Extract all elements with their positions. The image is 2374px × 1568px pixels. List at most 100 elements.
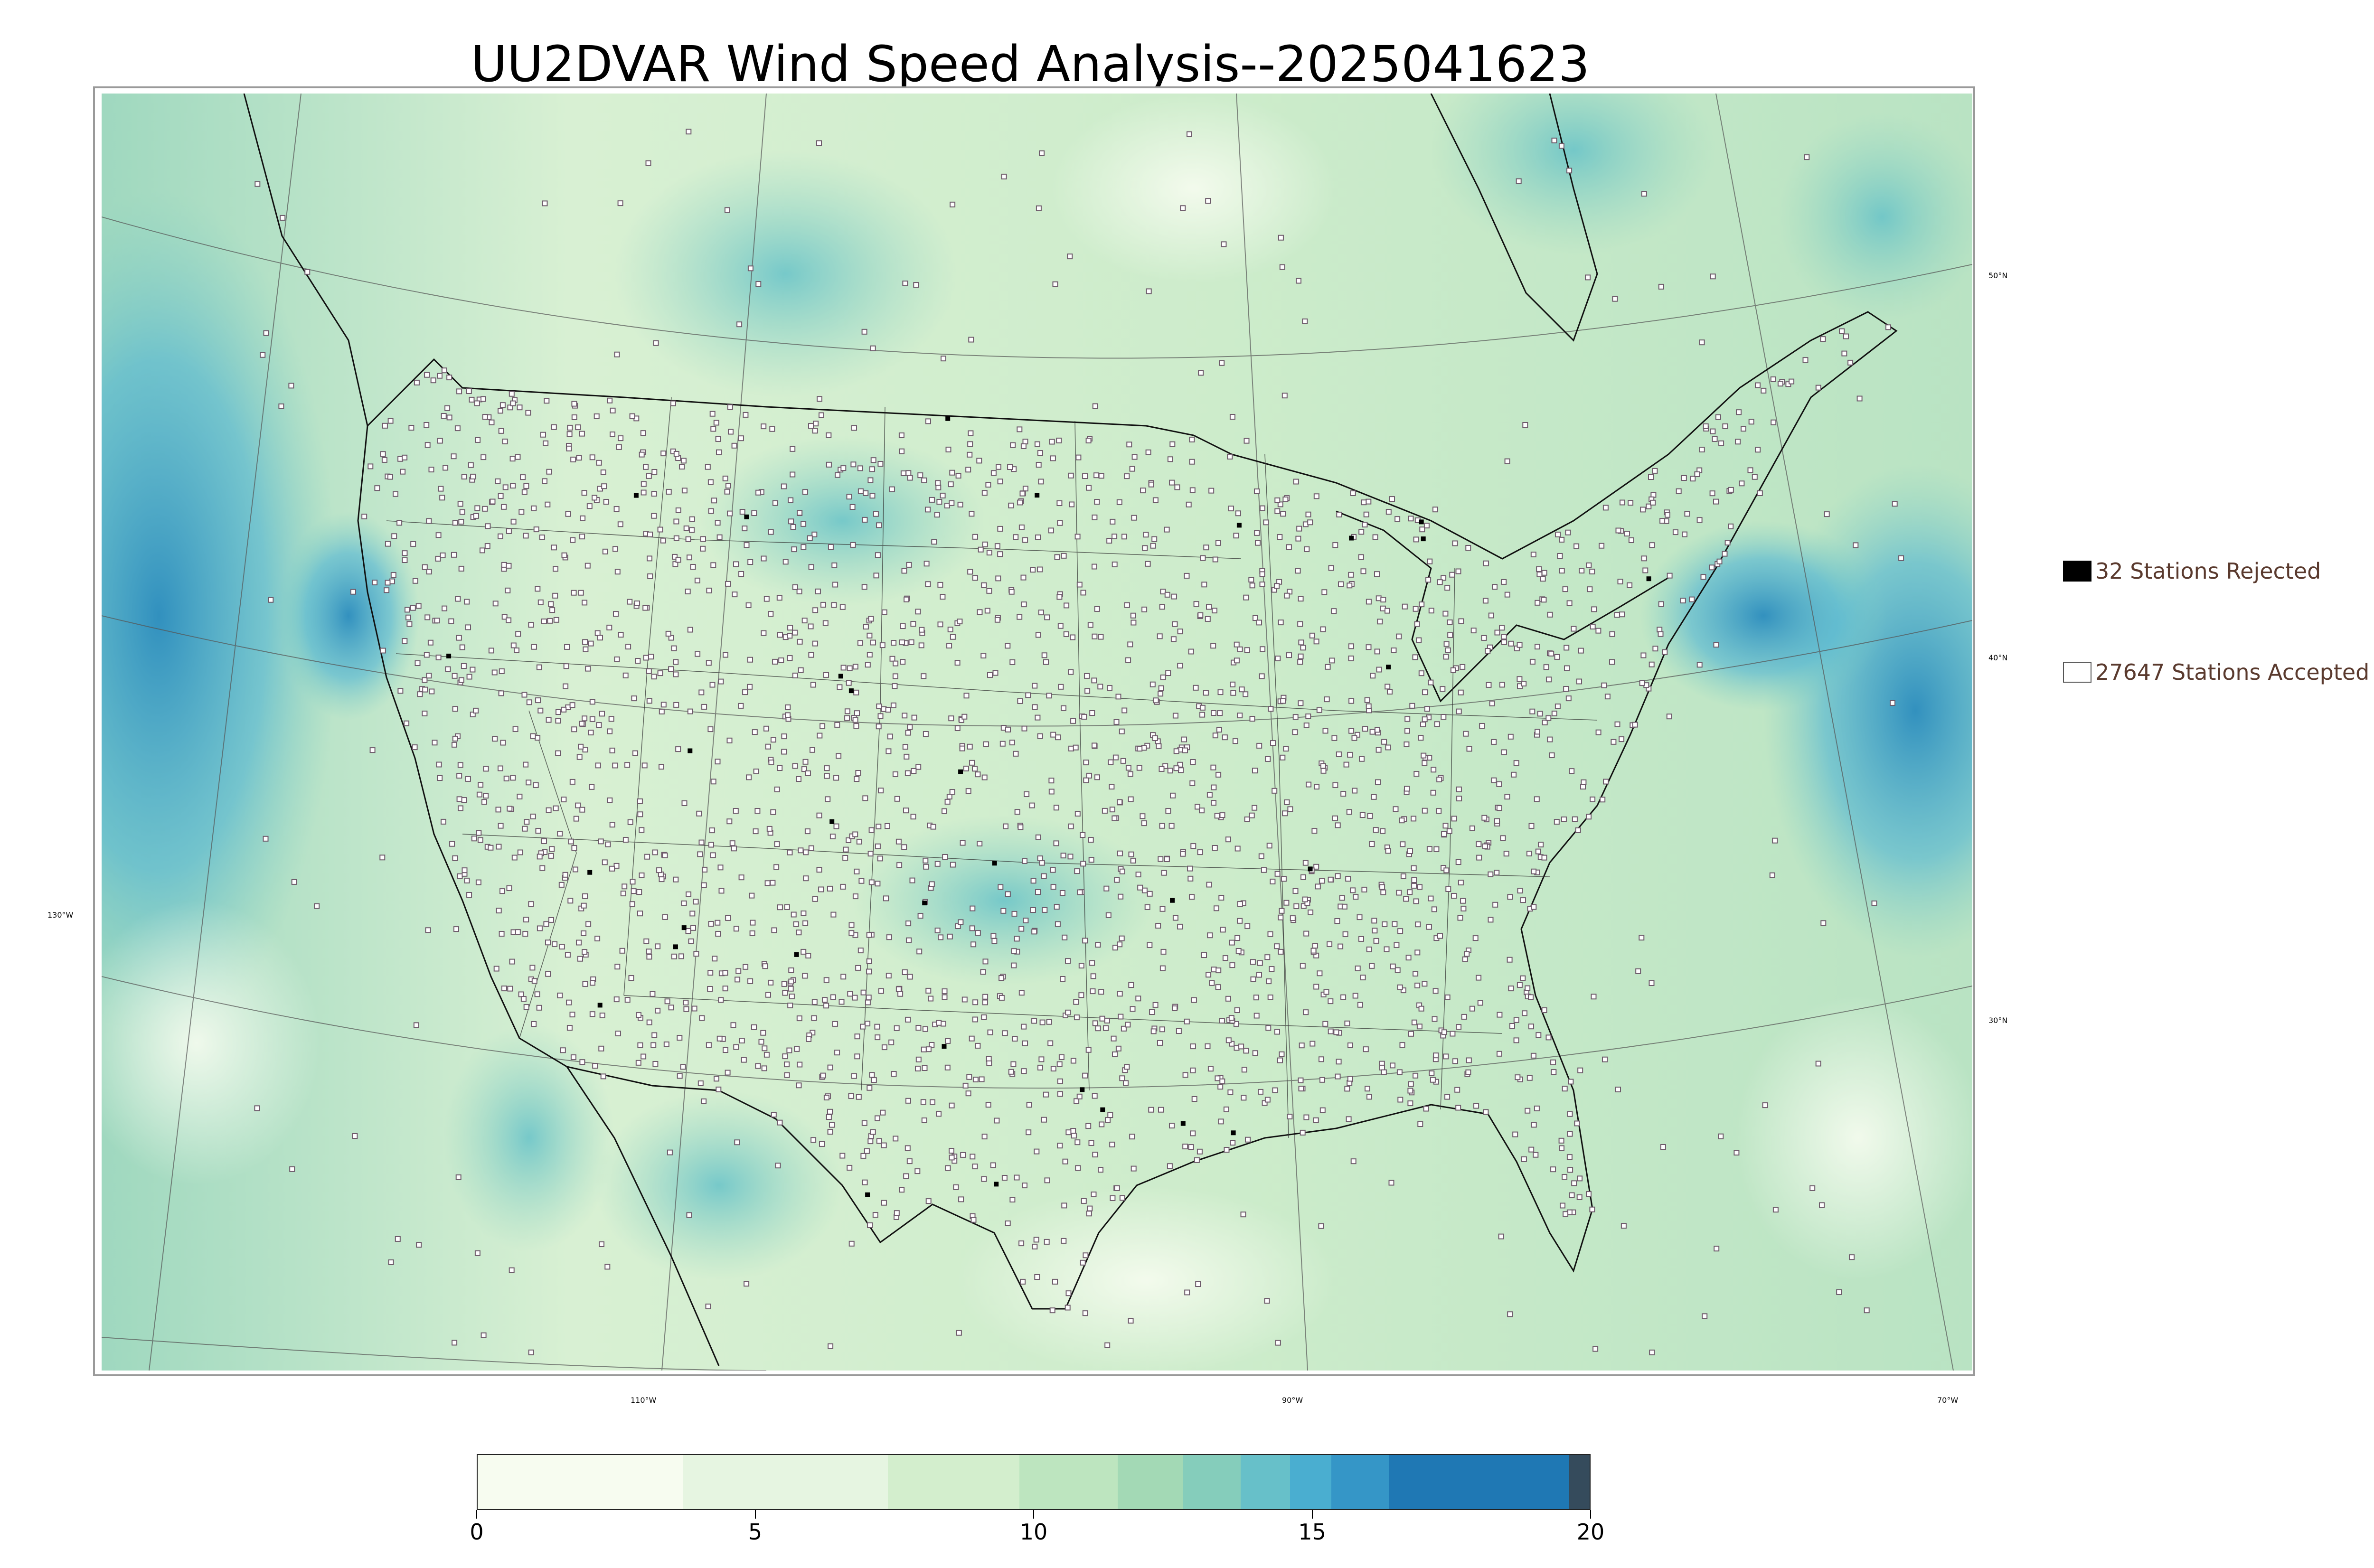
station-accepted-marker bbox=[680, 458, 687, 464]
station-accepted-marker bbox=[898, 432, 904, 438]
station-accepted-marker bbox=[1302, 860, 1309, 866]
station-accepted-marker bbox=[1483, 1109, 1489, 1115]
station-accepted-marker bbox=[1184, 1018, 1190, 1024]
station-accepted-marker bbox=[1145, 561, 1151, 567]
station-accepted-marker bbox=[588, 640, 594, 647]
station-accepted-marker bbox=[400, 469, 406, 475]
station-accepted-marker bbox=[772, 658, 778, 665]
station-accepted-marker bbox=[1129, 466, 1135, 472]
station-accepted-marker bbox=[673, 518, 679, 525]
station-accepted-marker bbox=[709, 827, 715, 834]
station-accepted-marker bbox=[1436, 808, 1442, 814]
station-accepted-marker bbox=[1039, 1019, 1046, 1025]
station-accepted-marker bbox=[1615, 1087, 1621, 1092]
station-accepted-marker bbox=[1755, 447, 1761, 453]
station-accepted-marker bbox=[878, 788, 884, 794]
station-accepted-marker bbox=[945, 1038, 951, 1044]
station-accepted-marker bbox=[1433, 846, 1440, 852]
wind-speed-map[interactable] bbox=[102, 94, 1972, 1371]
station-accepted-marker bbox=[655, 943, 661, 949]
station-accepted-marker bbox=[804, 828, 810, 835]
station-accepted-marker bbox=[921, 1117, 927, 1123]
station-accepted-marker bbox=[1520, 975, 1526, 981]
station-accepted-marker bbox=[1504, 592, 1510, 598]
station-accepted-marker bbox=[1709, 564, 1715, 571]
station-accepted-marker bbox=[977, 609, 983, 615]
station-accepted-marker bbox=[1198, 370, 1204, 376]
station-accepted-marker bbox=[883, 895, 889, 901]
station-accepted-marker bbox=[278, 403, 284, 409]
station-accepted-marker bbox=[994, 617, 1000, 623]
station-accepted-marker bbox=[694, 577, 700, 583]
station-accepted-marker bbox=[902, 969, 908, 975]
station-accepted-marker bbox=[350, 589, 356, 595]
station-accepted-marker bbox=[945, 1165, 951, 1171]
station-accepted-marker bbox=[1659, 518, 1666, 524]
station-accepted-marker bbox=[867, 652, 873, 657]
station-accepted-marker bbox=[725, 581, 731, 587]
station-accepted-marker bbox=[1390, 963, 1396, 969]
station-accepted-marker bbox=[543, 921, 549, 927]
station-accepted-marker bbox=[501, 614, 508, 620]
station-accepted-marker bbox=[1302, 318, 1308, 324]
station-accepted-marker bbox=[961, 996, 968, 1003]
station-accepted-marker bbox=[651, 674, 657, 680]
station-accepted-marker bbox=[1612, 296, 1618, 302]
station-accepted-marker bbox=[765, 743, 771, 750]
station-accepted-marker bbox=[946, 794, 952, 800]
station-accepted-marker bbox=[1456, 708, 1462, 714]
station-accepted-marker bbox=[749, 930, 755, 936]
station-accepted-marker bbox=[1170, 792, 1176, 798]
station-accepted-marker bbox=[1274, 497, 1281, 503]
station-accepted-marker bbox=[1184, 573, 1190, 579]
station-accepted-marker bbox=[632, 750, 638, 756]
station-accepted-marker bbox=[1124, 473, 1130, 479]
station-accepted-marker bbox=[1820, 336, 1826, 342]
station-accepted-marker bbox=[949, 469, 955, 476]
station-accepted-marker bbox=[524, 819, 530, 825]
station-accepted-marker bbox=[1327, 941, 1333, 947]
station-accepted-marker bbox=[485, 523, 491, 529]
station-accepted-marker bbox=[367, 463, 374, 469]
station-accepted-marker bbox=[1696, 517, 1703, 523]
station-accepted-marker bbox=[1215, 1075, 1221, 1081]
station-accepted-marker bbox=[1396, 633, 1402, 639]
station-accepted-marker bbox=[1521, 1156, 1527, 1162]
station-accepted-marker bbox=[802, 973, 808, 979]
station-accepted-marker bbox=[1159, 604, 1165, 610]
station-accepted-marker bbox=[1114, 1185, 1120, 1191]
station-rejected-marker bbox=[1035, 493, 1040, 498]
station-accepted-marker bbox=[1030, 907, 1036, 913]
station-accepted-marker bbox=[1253, 995, 1259, 1001]
colorbar-segment bbox=[1331, 1455, 1389, 1509]
station-accepted-marker bbox=[787, 1003, 793, 1008]
station-accepted-marker bbox=[1456, 1024, 1462, 1030]
station-accepted-marker bbox=[1177, 663, 1183, 669]
station-accepted-marker bbox=[801, 544, 807, 550]
station-accepted-marker bbox=[1128, 982, 1134, 988]
station-accepted-marker bbox=[925, 987, 932, 994]
station-accepted-marker bbox=[1279, 1051, 1285, 1057]
station-accepted-marker bbox=[558, 882, 565, 888]
station-accepted-marker bbox=[502, 484, 509, 490]
station-accepted-marker bbox=[965, 788, 971, 794]
station-accepted-marker bbox=[662, 852, 668, 858]
station-accepted-marker bbox=[1203, 545, 1209, 551]
station-accepted-marker bbox=[765, 992, 771, 998]
station-accepted-marker bbox=[1206, 792, 1213, 798]
station-accepted-marker bbox=[1415, 921, 1421, 928]
station-accepted-marker bbox=[1531, 1122, 1537, 1128]
station-accepted-marker bbox=[1558, 1137, 1564, 1144]
station-accepted-marker bbox=[1718, 1133, 1724, 1139]
station-accepted-marker bbox=[1125, 657, 1131, 663]
station-accepted-marker bbox=[1615, 527, 1621, 534]
station-accepted-marker bbox=[1639, 935, 1645, 941]
station-accepted-marker bbox=[1362, 726, 1368, 732]
station-accepted-marker bbox=[1322, 1021, 1328, 1027]
station-accepted-marker bbox=[653, 340, 659, 346]
station-accepted-marker bbox=[1542, 719, 1548, 725]
station-accepted-marker bbox=[872, 1212, 878, 1218]
station-accepted-marker bbox=[967, 441, 973, 447]
station-accepted-marker bbox=[1528, 823, 1535, 829]
station-accepted-marker bbox=[424, 442, 431, 448]
